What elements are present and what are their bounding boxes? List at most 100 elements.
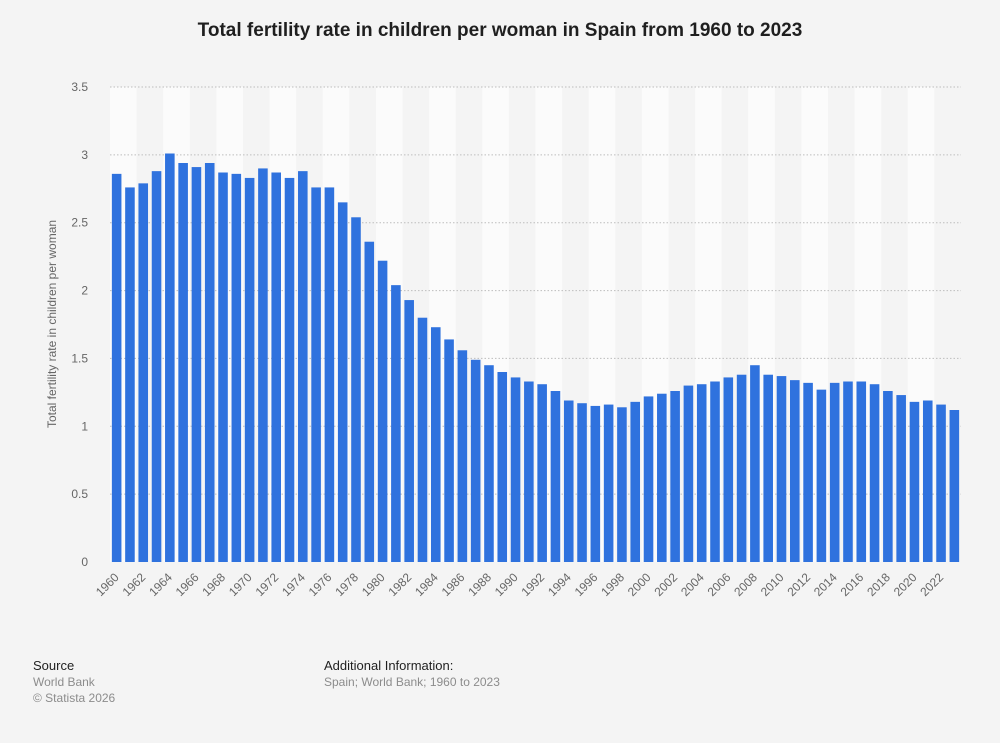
bar-1994[interactable] [563, 400, 574, 563]
bar-1977[interactable] [337, 202, 348, 562]
x-tick-label: 2008 [731, 570, 760, 599]
bar-1999[interactable] [630, 401, 641, 562]
x-tick-label: 2012 [784, 570, 813, 599]
x-tick-label: 1976 [306, 570, 335, 599]
x-tick-label: 2016 [838, 570, 867, 599]
bar-1987[interactable] [470, 359, 481, 562]
bar-2012[interactable] [803, 382, 813, 562]
x-tick-label: 1966 [173, 570, 202, 599]
bar-2016[interactable] [856, 381, 867, 563]
bar-1990[interactable] [510, 377, 521, 562]
bar-2015[interactable] [843, 381, 853, 563]
y-tick-label: 1.5 [71, 351, 88, 365]
bar-2021[interactable] [922, 400, 933, 563]
bar-2010[interactable] [776, 376, 787, 562]
bar-chart: 00.511.522.533.5 19601962196419661968197… [45, 80, 961, 599]
x-tick-label: 1974 [279, 570, 308, 599]
bar-2000[interactable] [643, 396, 654, 562]
source-name[interactable]: World Bank [33, 675, 95, 689]
x-tick-label: 1998 [598, 570, 627, 599]
bar-2005[interactable] [710, 381, 720, 563]
bar-1982[interactable] [404, 300, 414, 562]
x-tick-label: 1988 [465, 570, 494, 599]
bar-1980[interactable] [377, 260, 388, 562]
x-tick-label: 2000 [625, 570, 654, 599]
bar-1963[interactable] [151, 171, 162, 562]
x-tick-label: 1968 [199, 570, 228, 599]
source-heading: Source [33, 658, 75, 673]
bar-1985[interactable] [444, 339, 454, 562]
bar-1974[interactable] [298, 171, 308, 562]
bar-2013[interactable] [816, 389, 827, 562]
chart-title: Total fertility rate in children per wom… [197, 20, 803, 41]
bar-2018[interactable] [883, 391, 893, 562]
y-tick-label: 0 [81, 555, 88, 569]
x-tick-label: 1984 [412, 570, 441, 599]
x-tick-label: 2004 [678, 570, 707, 599]
bar-2001[interactable] [657, 393, 667, 562]
bar-2007[interactable] [736, 374, 747, 562]
bar-1964[interactable] [165, 153, 175, 563]
bar-2014[interactable] [829, 382, 840, 562]
x-tick-label: 1972 [253, 570, 282, 599]
bar-2009[interactable] [763, 374, 773, 562]
bar-1966[interactable] [191, 167, 202, 563]
bar-1971[interactable] [258, 168, 268, 562]
bar-1991[interactable] [524, 381, 534, 563]
bar-1997[interactable] [603, 404, 614, 562]
bar-1996[interactable] [590, 405, 601, 562]
x-tick-label: 2020 [891, 570, 920, 599]
y-tick-label: 2 [81, 284, 88, 298]
bar-1979[interactable] [364, 241, 375, 562]
bar-1984[interactable] [430, 327, 441, 562]
bar-1967[interactable] [204, 163, 215, 562]
bar-2002[interactable] [670, 391, 680, 562]
bar-1969[interactable] [231, 173, 242, 562]
bar-1978[interactable] [351, 217, 361, 563]
bar-1968[interactable] [218, 172, 228, 563]
bar-2011[interactable] [790, 380, 800, 562]
bar-1965[interactable] [178, 163, 188, 562]
bar-1995[interactable] [577, 403, 587, 562]
y-tick-label: 1 [81, 419, 88, 433]
bar-1975[interactable] [311, 187, 321, 562]
bar-2004[interactable] [696, 384, 707, 562]
x-tick-label: 1960 [93, 570, 122, 599]
info-heading: Additional Information: [324, 658, 454, 673]
bar-1976[interactable] [324, 187, 335, 562]
bar-2019[interactable] [896, 395, 906, 562]
source-block: Source World Bank © Statista 2026 [33, 658, 115, 706]
y-tick-label: 3 [81, 148, 88, 162]
bar-1998[interactable] [617, 407, 627, 562]
bar-1973[interactable] [284, 177, 295, 562]
bar-1992[interactable] [537, 384, 547, 562]
x-tick-label: 1990 [492, 570, 521, 599]
bar-1972[interactable] [271, 172, 281, 563]
bar-1983[interactable] [417, 317, 428, 562]
bar-2022[interactable] [936, 404, 946, 562]
bar-1988[interactable] [484, 365, 494, 562]
additional-info-block: Additional Information: Spain; World Ban… [324, 658, 500, 690]
bar-1961[interactable] [125, 187, 135, 562]
y-axis-title: Total fertility rate in children per wom… [45, 220, 59, 428]
bar-1981[interactable] [391, 285, 401, 562]
bar-2020[interactable] [909, 401, 920, 562]
bar-1970[interactable] [244, 177, 255, 562]
bar-1986[interactable] [457, 350, 468, 562]
bar-1962[interactable] [138, 183, 149, 562]
bar-2006[interactable] [723, 377, 734, 562]
bar-1993[interactable] [550, 391, 561, 562]
x-tick-label: 2002 [651, 570, 680, 599]
bar-2008[interactable] [750, 365, 760, 562]
bar-1989[interactable] [497, 372, 508, 562]
x-tick-label: 1986 [439, 570, 468, 599]
x-tick-label: 1982 [386, 570, 415, 599]
bar-1960[interactable] [111, 173, 122, 562]
x-tick-label: 2018 [864, 570, 893, 599]
bar-2017[interactable] [869, 384, 880, 562]
x-tick-label: 1970 [226, 570, 255, 599]
bar-2003[interactable] [683, 385, 694, 562]
x-tick-label: 2014 [811, 570, 840, 599]
bar-2023[interactable] [949, 410, 960, 562]
copyright[interactable]: © Statista 2026 [33, 691, 116, 705]
